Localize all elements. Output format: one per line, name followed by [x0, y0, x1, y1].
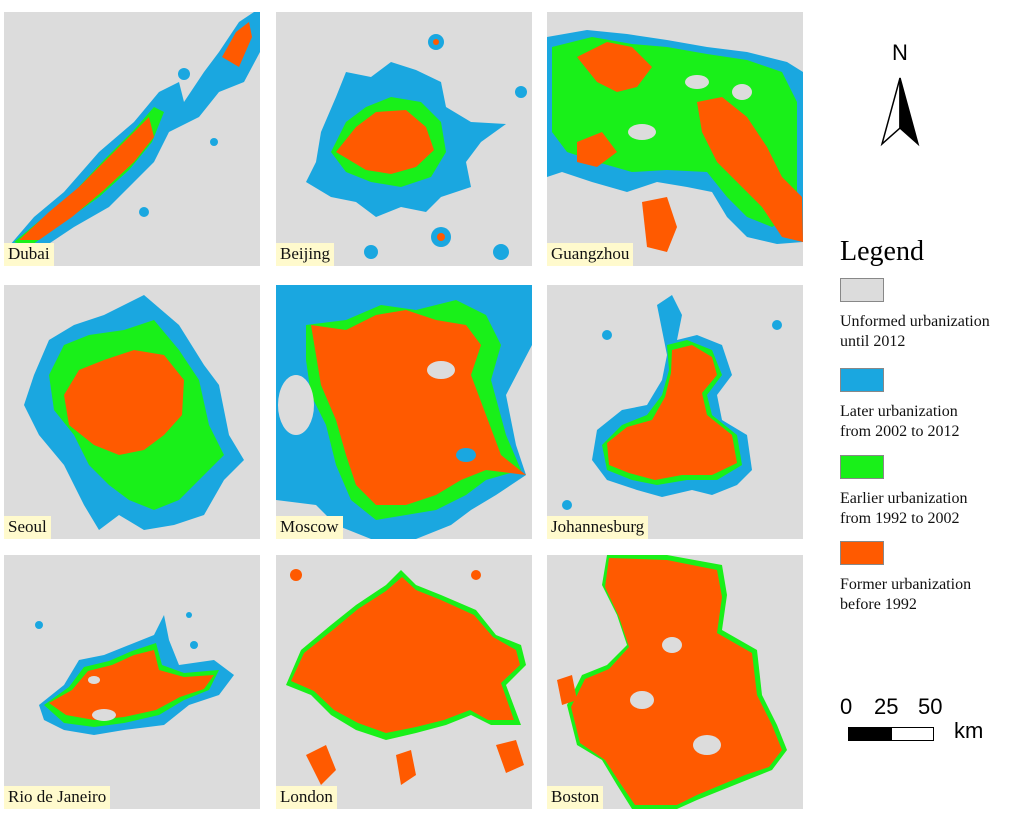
legend-swatch: [840, 278, 884, 302]
scale-tick-0: 0: [840, 694, 853, 719]
legend-swatch: [840, 541, 884, 565]
north-arrow: N: [872, 40, 928, 150]
north-arrow-icon: [880, 77, 920, 147]
legend-line: from 1992 to 2002: [840, 510, 960, 527]
map-panel-seoul: Seoul: [4, 285, 260, 539]
city-label: Moscow: [276, 516, 343, 539]
legend-text: Unformed urbanization until 2012: [840, 312, 1024, 352]
city-label: Johannesburg: [547, 516, 649, 539]
legend-line: until 2012: [840, 333, 906, 350]
map-panel-beijing: Beijing: [276, 12, 532, 266]
urban-extent-map: [35, 612, 234, 735]
legend-text: Former urbanization before 1992: [840, 575, 1024, 615]
legend-line: before 1992: [840, 596, 917, 613]
urban-extent-map: [557, 555, 787, 809]
legend-item-earlier: Earlier urbanization from 1992 to 2002: [840, 455, 1024, 529]
legend-line: Later urbanization: [840, 403, 958, 420]
city-label: Rio de Janeiro: [4, 786, 111, 809]
legend-line: from 2002 to 2012: [840, 423, 960, 440]
scale-bar: [848, 727, 934, 741]
urban-extent-map: [286, 569, 526, 785]
map-panel-london: London: [276, 555, 532, 809]
legend-title: Legend: [840, 236, 924, 267]
legend-line: Earlier urbanization: [840, 490, 968, 507]
urban-extent-map: [562, 295, 782, 510]
scale-bar-black-segment: [849, 728, 892, 740]
urban-extent-map: [276, 285, 532, 539]
map-panel-moscow: Moscow: [276, 285, 532, 539]
scale-unit: km: [954, 718, 984, 743]
map-panel-dubai: Dubai: [4, 12, 260, 266]
urban-extent-map: [547, 30, 803, 252]
city-label: Guangzhou: [547, 243, 634, 266]
urban-extent-map: [4, 12, 260, 266]
legend-swatch: [840, 368, 884, 392]
map-panel-rio-de-janeiro: Rio de Janeiro: [4, 555, 260, 809]
map-panel-guangzhou: Guangzhou: [547, 12, 803, 266]
scale-tick-50: 50: [918, 694, 943, 719]
legend-text: Later urbanization from 2002 to 2012: [840, 402, 1024, 442]
city-label: Dubai: [4, 243, 54, 266]
city-label: Seoul: [4, 516, 51, 539]
scale-tick-25: 25: [874, 694, 899, 719]
urban-extent-map: [306, 34, 527, 260]
city-label: Beijing: [276, 243, 335, 266]
city-label: London: [276, 786, 337, 809]
map-panel-johannesburg: Johannesburg: [547, 285, 803, 539]
legend-line: Former urbanization: [840, 576, 972, 593]
city-label: Boston: [547, 786, 604, 809]
legend-line: Unformed urbanization: [840, 313, 990, 330]
legend-item-later: Later urbanization from 2002 to 2012: [840, 368, 1024, 442]
north-letter: N: [892, 40, 908, 65]
map-panel-boston: Boston: [547, 555, 803, 809]
legend-item-former: Former urbanization before 1992: [840, 541, 1024, 615]
urban-extent-map: [24, 295, 244, 530]
legend-item-unformed: Unformed urbanization until 2012: [840, 278, 1024, 352]
legend-swatch: [840, 455, 884, 479]
legend-text: Earlier urbanization from 1992 to 2002: [840, 489, 1024, 529]
